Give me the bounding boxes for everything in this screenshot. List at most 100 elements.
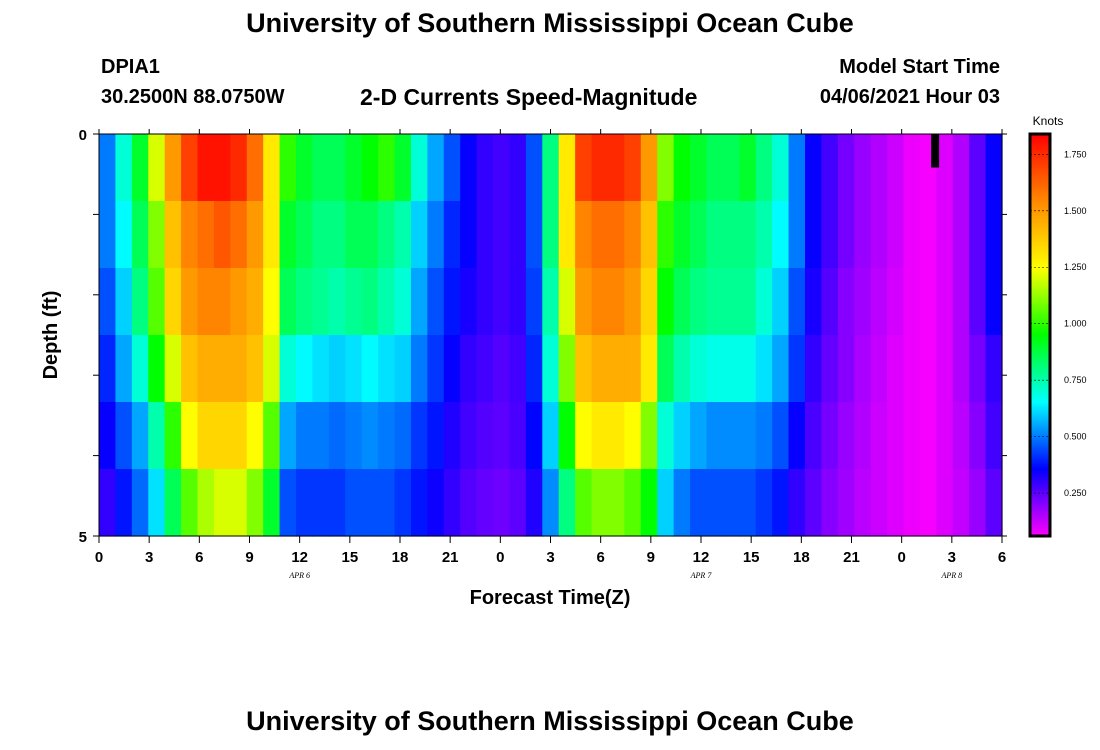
heatmap-cell: [821, 402, 839, 470]
heatmap-cell: [181, 402, 199, 470]
heatmap-cell: [427, 335, 445, 403]
heatmap-cell: [903, 335, 921, 403]
heatmap-cell: [213, 268, 231, 336]
heatmap-cell: [739, 335, 757, 403]
heatmap-cell: [788, 134, 806, 202]
heatmap-cell: [870, 268, 888, 336]
heatmap-cell: [870, 469, 888, 537]
heatmap-cell: [903, 268, 921, 336]
heatmap-cell: [312, 402, 330, 470]
heatmap-cell: [755, 201, 773, 269]
heatmap-cell: [690, 201, 708, 269]
heatmap-cell: [903, 402, 921, 470]
heatmap-cell: [558, 402, 576, 470]
x-tick-label: 9: [647, 549, 655, 566]
heatmap-cell: [230, 469, 248, 537]
heatmap-cell: [460, 469, 478, 537]
heatmap-cell: [985, 335, 1003, 403]
station-coordinates: 30.2500N 88.0750W: [101, 86, 285, 108]
heatmap-cell: [936, 134, 954, 202]
heatmap-cell: [181, 201, 199, 269]
heatmap-cell: [99, 201, 117, 269]
heatmap-cell: [443, 402, 461, 470]
heatmap-cell: [722, 402, 740, 470]
heatmap-cell: [509, 469, 527, 537]
heatmap-cell: [296, 402, 314, 470]
heatmap-cell: [607, 402, 625, 470]
heatmap-cell: [887, 134, 905, 202]
heatmap-cell: [722, 134, 740, 202]
heatmap-cell: [460, 134, 478, 202]
heatmap-cell: [476, 402, 494, 470]
heatmap-cell: [936, 201, 954, 269]
heatmap-cell: [607, 335, 625, 403]
date-label: APR 7: [690, 571, 713, 580]
heatmap-cell: [361, 402, 379, 470]
heatmap-cell: [378, 402, 396, 470]
heatmap-cell: [903, 201, 921, 269]
heatmap-cell: [230, 201, 248, 269]
heatmap-cell: [575, 268, 593, 336]
heatmap-cell: [624, 335, 642, 403]
heatmap-cell: [181, 268, 199, 336]
heatmap-cell: [230, 335, 248, 403]
page-title: University of Southern Mississippi Ocean…: [246, 8, 854, 38]
x-tick-label: 21: [843, 549, 860, 566]
heatmap-cell: [263, 201, 281, 269]
heatmap-cell: [542, 201, 560, 269]
heatmap-cell: [575, 469, 593, 537]
heatmap-cell: [99, 402, 117, 470]
colorbar-tick-label: 1.000: [1064, 319, 1087, 329]
heatmap-cell: [788, 201, 806, 269]
heatmap-cell: [821, 268, 839, 336]
heatmap-cell: [246, 402, 264, 470]
heatmap-cell: [427, 134, 445, 202]
y-tick-labels: 05: [79, 127, 87, 546]
chart-subtitle: 2-D Currents Speed-Magnitude: [360, 84, 698, 110]
heatmap-cell: [296, 335, 314, 403]
heatmap-cell: [887, 201, 905, 269]
heatmap-cell: [230, 268, 248, 336]
heatmap-cell: [657, 469, 675, 537]
heatmap-cell: [755, 402, 773, 470]
heatmap-cell: [197, 402, 215, 470]
heatmap-cell: [279, 268, 297, 336]
heatmap-cell: [624, 268, 642, 336]
heatmap-cell: [755, 335, 773, 403]
heatmap-cell: [739, 201, 757, 269]
colorbar-tick-label: 1.250: [1064, 262, 1087, 272]
heatmap-cell: [394, 335, 412, 403]
heatmap-cell: [410, 268, 428, 336]
heatmap-cell: [312, 469, 330, 537]
heatmap-cell: [213, 402, 231, 470]
heatmap-cell: [706, 469, 724, 537]
x-tick-label: 3: [948, 549, 956, 566]
heatmap-cell: [263, 268, 281, 336]
heatmap-cell: [164, 134, 182, 202]
heatmap-cell: [804, 402, 822, 470]
heatmap-cell: [673, 134, 691, 202]
heatmap-cell: [361, 201, 379, 269]
heatmap-cell: [410, 335, 428, 403]
heatmap-cell: [591, 268, 609, 336]
heatmap-cell: [378, 134, 396, 202]
heatmap-cell: [722, 268, 740, 336]
heatmap-cell: [673, 469, 691, 537]
heatmap-cell: [772, 469, 790, 537]
colorbar-tick-label: 0.750: [1064, 375, 1087, 385]
heatmap-cell: [99, 268, 117, 336]
heatmap-cell: [558, 268, 576, 336]
heatmap-cell: [903, 469, 921, 537]
x-tick-label: 21: [442, 549, 459, 566]
heatmap-cell: [410, 134, 428, 202]
x-tick-label: 3: [546, 549, 554, 566]
heatmap-cell: [246, 201, 264, 269]
x-tick-label: 9: [245, 549, 253, 566]
heatmap-cell: [312, 134, 330, 202]
heatmap-cell: [493, 201, 511, 269]
heatmap-cell: [837, 402, 855, 470]
heatmap-cell: [509, 134, 527, 202]
x-axis-label: Forecast Time(Z): [470, 587, 631, 609]
heatmap-cell: [148, 469, 166, 537]
colorbar-tick-label: 1.750: [1064, 149, 1087, 159]
